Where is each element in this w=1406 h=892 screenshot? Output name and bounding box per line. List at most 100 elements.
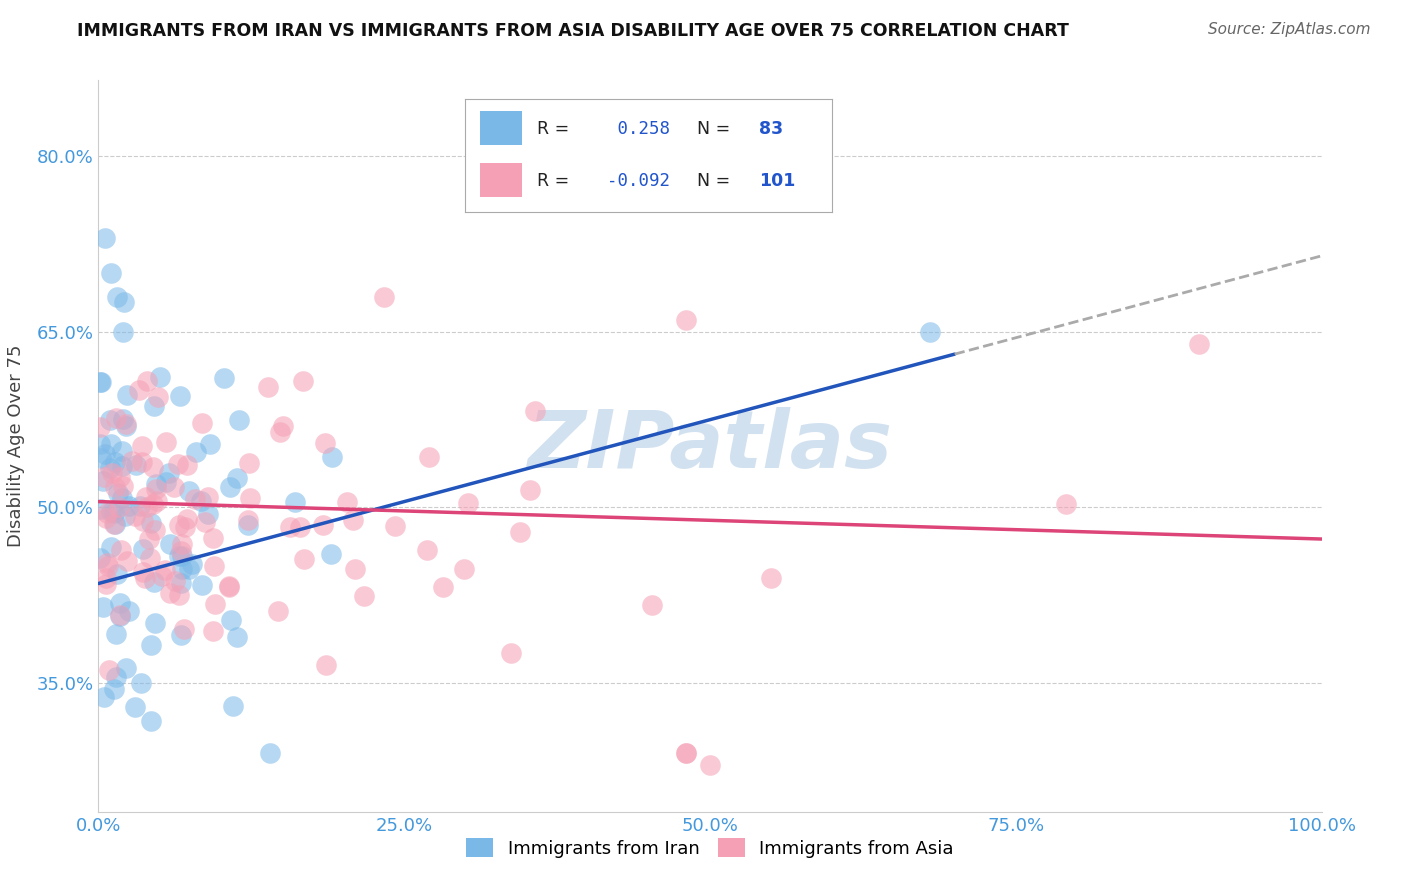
Point [103, 454, 125, 468]
Point [524, 404, 547, 418]
Point [238, 456, 260, 470]
Point [155, 475, 177, 489]
Point [225, 630, 247, 644]
Point [115, 388, 138, 402]
Point [108, 608, 131, 623]
Point [100, 266, 122, 280]
Point [115, 419, 138, 434]
Point [149, 370, 172, 384]
Point [139, 516, 162, 530]
Legend: Immigrants from Iran, Immigrants from Asia: Immigrants from Iran, Immigrants from As… [460, 831, 960, 865]
Point [204, 597, 226, 611]
Point [176, 512, 198, 526]
Point [90, 375, 112, 389]
Point [315, 657, 337, 672]
Point [218, 579, 240, 593]
Point [920, 325, 942, 339]
Point [103, 516, 125, 531]
Point [457, 496, 479, 510]
Point [416, 543, 439, 558]
Point [145, 477, 167, 491]
Point [256, 380, 278, 394]
Point [121, 454, 143, 468]
Point [198, 437, 221, 451]
Point [98, 461, 121, 475]
Point [89, 551, 111, 566]
Point [202, 531, 225, 545]
Point [150, 569, 173, 583]
Point [93, 231, 115, 245]
Point [104, 410, 127, 425]
Point [104, 517, 127, 532]
Point [94, 511, 117, 525]
Point [170, 628, 193, 642]
Text: IMMIGRANTS FROM IRAN VS IMMIGRANTS FROM ASIA DISABILITY AGE OVER 75 CORRELATION : IMMIGRANTS FROM IRAN VS IMMIGRANTS FROM … [77, 22, 1069, 40]
Point [314, 436, 336, 450]
Point [239, 491, 262, 505]
Point [170, 549, 193, 563]
Point [191, 416, 214, 430]
Point [384, 519, 406, 533]
Text: ZIPatlas: ZIPatlas [527, 407, 893, 485]
Point [761, 571, 783, 585]
Point [159, 586, 181, 600]
Point [172, 536, 194, 550]
Point [131, 455, 153, 469]
Point [336, 494, 359, 508]
Point [111, 479, 134, 493]
Point [222, 699, 245, 714]
Point [101, 466, 124, 480]
Point [108, 596, 131, 610]
Point [218, 480, 240, 494]
Point [138, 532, 160, 546]
Point [139, 638, 162, 652]
Point [269, 425, 291, 439]
Point [131, 439, 153, 453]
Point [89, 437, 111, 451]
Point [141, 714, 163, 728]
Point [167, 549, 190, 564]
Point [267, 604, 290, 618]
Point [153, 563, 176, 577]
Point [93, 470, 115, 484]
Point [155, 435, 177, 450]
Point [135, 490, 157, 504]
Point [132, 514, 155, 528]
Point [115, 554, 138, 568]
Y-axis label: Disability Age Over 75: Disability Age Over 75 [7, 344, 25, 548]
Point [111, 443, 134, 458]
Point [143, 615, 166, 630]
Point [145, 494, 167, 508]
Point [105, 670, 128, 684]
Point [174, 520, 197, 534]
Point [418, 450, 440, 465]
Point [225, 471, 247, 485]
Point [292, 551, 315, 566]
Point [100, 541, 122, 555]
Point [96, 571, 118, 585]
Point [142, 497, 165, 511]
Point [201, 624, 224, 638]
Point [134, 571, 156, 585]
Point [342, 513, 364, 527]
Point [641, 598, 664, 612]
Point [90, 501, 112, 516]
Point [97, 663, 120, 677]
Point [214, 371, 236, 385]
Point [319, 547, 342, 561]
Point [115, 661, 138, 675]
Point [170, 562, 193, 576]
Point [125, 458, 148, 472]
Point [157, 467, 180, 481]
Point [100, 437, 122, 451]
Point [236, 513, 259, 527]
Point [135, 500, 157, 514]
Point [129, 676, 152, 690]
Point [107, 486, 129, 500]
Point [675, 746, 697, 760]
Point [179, 562, 201, 576]
Point [143, 400, 166, 414]
Point [131, 566, 153, 580]
Point [167, 588, 190, 602]
Point [111, 325, 134, 339]
